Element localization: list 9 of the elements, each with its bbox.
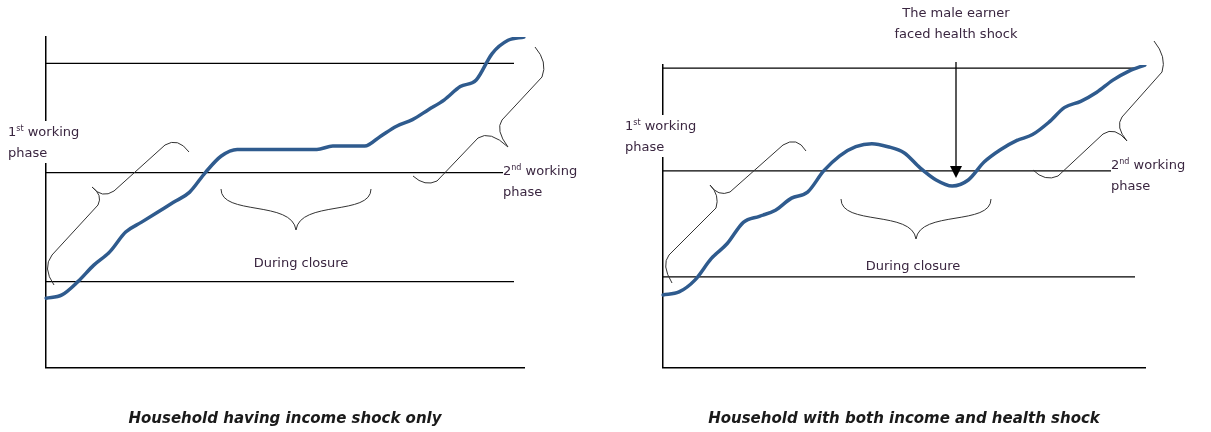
- annotation: 1$^{st}$ working phase: [8, 121, 100, 163]
- text: Household having income shock only: [128, 408, 443, 427]
- annotation: 2$^{nd}$ working phase: [1111, 154, 1207, 196]
- annotation: 1$^{st}$ working phase: [625, 115, 717, 157]
- text: The male earner faced health shock: [885, 2, 1027, 44]
- annotation: During closure: [236, 252, 366, 273]
- annotation: 2$^{nd}$ working phase: [503, 160, 599, 202]
- text: Household with both income and health shock: [708, 408, 1101, 427]
- annotation: During closure: [848, 255, 978, 276]
